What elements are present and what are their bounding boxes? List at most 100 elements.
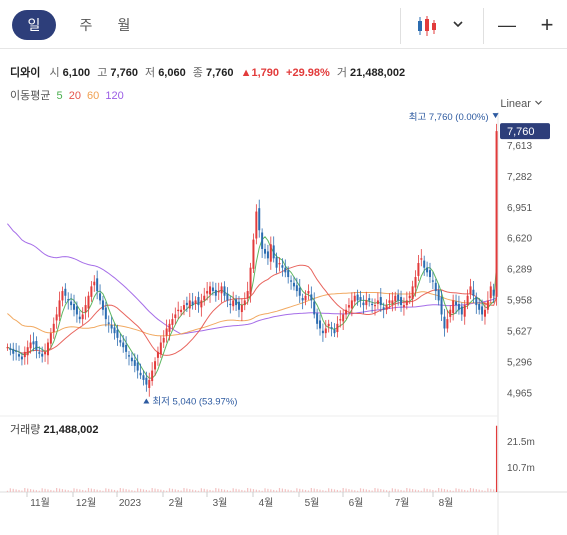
candle-body bbox=[6, 347, 9, 349]
candle-body bbox=[243, 300, 246, 306]
volume-bar bbox=[183, 487, 185, 492]
x-tick-label: 12월 bbox=[76, 497, 96, 509]
volume-bar bbox=[6, 490, 9, 492]
volume-bar bbox=[226, 490, 228, 492]
candle-body bbox=[73, 303, 76, 310]
ma-20[interactable]: 20 bbox=[68, 90, 81, 102]
candle-body bbox=[319, 320, 322, 329]
volume-bar bbox=[215, 487, 217, 492]
volume-bar bbox=[281, 488, 283, 492]
candle-body bbox=[52, 323, 55, 333]
tab-monthly[interactable]: 월 bbox=[117, 17, 131, 33]
candle-body bbox=[310, 294, 313, 301]
candle-body bbox=[269, 244, 272, 262]
volume-bar bbox=[467, 490, 469, 492]
candle-body bbox=[290, 280, 293, 282]
open-label: 시 bbox=[49, 67, 60, 79]
candle-body bbox=[483, 309, 486, 317]
candle-body bbox=[240, 305, 243, 313]
high-marker-icon bbox=[492, 113, 499, 119]
candle-body bbox=[182, 305, 185, 310]
volume-bar bbox=[27, 488, 29, 492]
volume-bar bbox=[249, 488, 252, 492]
chart-type-button[interactable] bbox=[412, 10, 442, 40]
candle-body bbox=[55, 314, 58, 321]
volume-bar bbox=[475, 489, 477, 492]
candle-body bbox=[469, 286, 472, 294]
y-tick-label: 5,627 bbox=[507, 327, 532, 338]
x-tick-label: 6월 bbox=[349, 497, 364, 509]
volume-bar bbox=[137, 488, 139, 492]
candle-body bbox=[437, 289, 440, 301]
candle-body bbox=[391, 300, 394, 304]
volume-bar bbox=[168, 488, 171, 492]
candle-body bbox=[379, 297, 382, 306]
volume-bar bbox=[336, 489, 338, 492]
volume-bar bbox=[270, 489, 272, 492]
volume-bar bbox=[160, 489, 162, 492]
ma-5[interactable]: 5 bbox=[56, 90, 63, 102]
x-tick-label: 8월 bbox=[439, 497, 454, 509]
candlestick-icon bbox=[418, 16, 436, 36]
volume-bar bbox=[128, 489, 130, 492]
x-tick-label: 2023 bbox=[119, 498, 142, 509]
ma-120[interactable]: 120 bbox=[105, 90, 124, 102]
volume-bar bbox=[84, 490, 87, 492]
volume-bar bbox=[192, 489, 194, 492]
volume-bar bbox=[287, 489, 289, 492]
volume-bar bbox=[32, 489, 35, 492]
volume-bar bbox=[189, 489, 191, 492]
zoom-out-button[interactable]: — bbox=[498, 15, 516, 35]
x-tick-label: 11월 bbox=[30, 497, 50, 509]
y-tick-label: 5,296 bbox=[507, 358, 532, 369]
volume-bar bbox=[304, 489, 307, 492]
volume-bar bbox=[223, 489, 226, 492]
ma-60[interactable]: 60 bbox=[87, 90, 100, 102]
candle-body bbox=[292, 282, 295, 287]
volume-bar bbox=[322, 490, 324, 492]
volume-bar bbox=[35, 490, 37, 492]
zoom-in-button[interactable]: + bbox=[540, 12, 554, 37]
volume-panel-value: 21,488,002 bbox=[43, 424, 99, 436]
candle-body bbox=[96, 278, 99, 292]
volume-bar bbox=[490, 488, 492, 492]
candle-body bbox=[333, 329, 336, 334]
volume-bar bbox=[111, 489, 113, 492]
candle-body bbox=[180, 309, 183, 313]
period-tabs: 일 주 월 — + bbox=[0, 0, 567, 49]
tab-weekly[interactable]: 주 bbox=[79, 17, 93, 33]
volume-value: 21,488,002 bbox=[350, 67, 406, 79]
volume-bar bbox=[113, 489, 116, 492]
volume-bar bbox=[397, 489, 399, 492]
volume-bar bbox=[148, 490, 150, 492]
candle-body bbox=[64, 288, 67, 296]
price-chart[interactable]: 7,613 7,282 6,951 6,620 6,289 5,958 5,627 5,296… bbox=[0, 112, 567, 535]
candle-body bbox=[336, 323, 339, 333]
candle-body bbox=[151, 370, 154, 382]
volume-bar bbox=[319, 489, 321, 492]
chart-type-dropdown[interactable] bbox=[448, 10, 468, 40]
tab-daily[interactable]: 일 bbox=[12, 10, 56, 40]
volume-bar bbox=[284, 489, 286, 492]
candle-body bbox=[287, 270, 290, 278]
volume-bar bbox=[157, 489, 159, 492]
volume-bar bbox=[310, 487, 312, 492]
volume-bar bbox=[394, 488, 396, 492]
volume-bar bbox=[406, 487, 408, 492]
candle-body bbox=[32, 341, 35, 345]
high-value: 7,760 bbox=[110, 67, 138, 79]
volume-bar bbox=[385, 490, 388, 492]
candle-body bbox=[159, 342, 162, 355]
scale-mode-toggle[interactable]: Linear bbox=[500, 98, 543, 110]
volume-bar bbox=[429, 489, 431, 492]
candle-body bbox=[264, 248, 267, 254]
candle-body bbox=[374, 305, 376, 307]
volume-bar bbox=[426, 488, 428, 492]
volume-bar bbox=[38, 490, 40, 492]
volume-bar bbox=[47, 489, 49, 492]
candle-body bbox=[307, 291, 310, 294]
volume-bar bbox=[302, 489, 304, 492]
candle-body bbox=[165, 328, 168, 336]
volume-bar bbox=[116, 490, 119, 492]
stock-name: 디와이 bbox=[10, 67, 41, 79]
